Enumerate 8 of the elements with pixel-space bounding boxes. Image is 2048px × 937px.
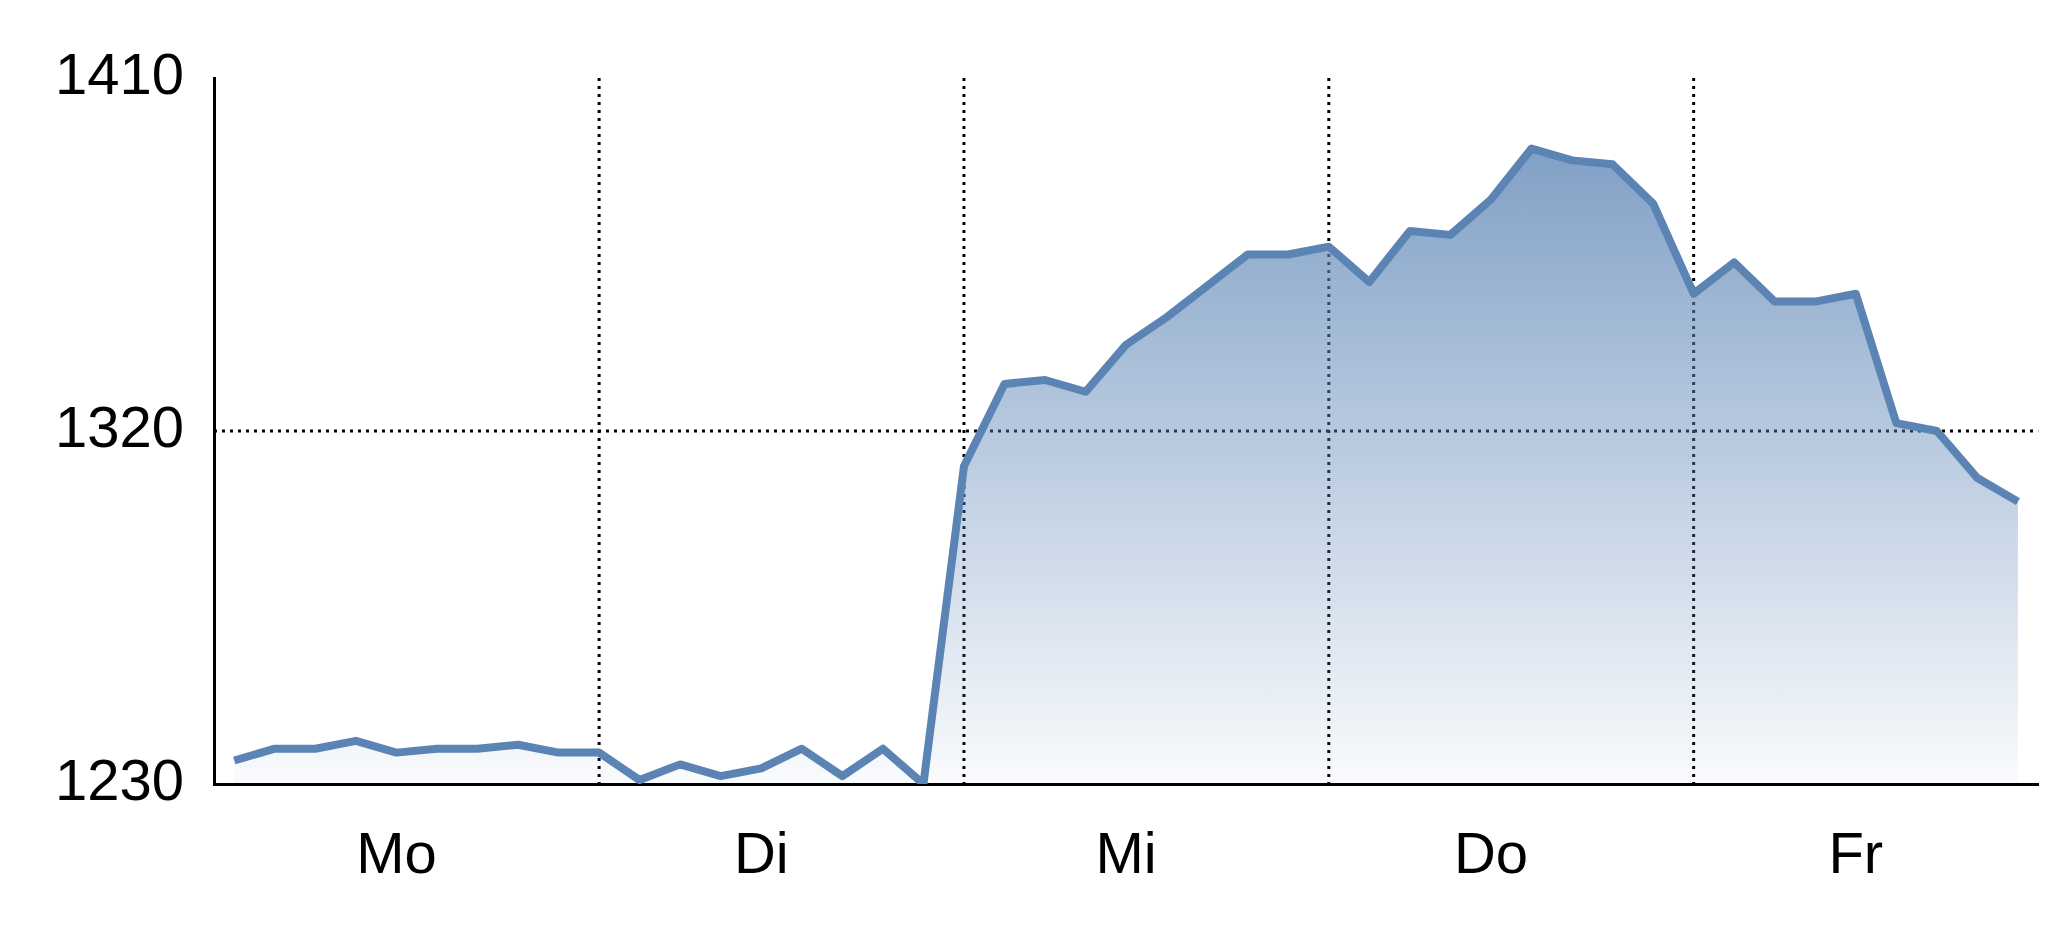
y-tick-label: 1320 — [54, 394, 184, 459]
x-tick-label: Di — [733, 819, 789, 885]
x-tick-label: Fr — [1828, 819, 1884, 885]
x-tick-label: Mo — [356, 819, 437, 885]
y-tick-label: 1230 — [54, 747, 184, 812]
x-tick-label: Mi — [1095, 819, 1157, 885]
x-tick-label: Do — [1453, 819, 1529, 885]
y-tick-label: 1410 — [54, 41, 184, 106]
